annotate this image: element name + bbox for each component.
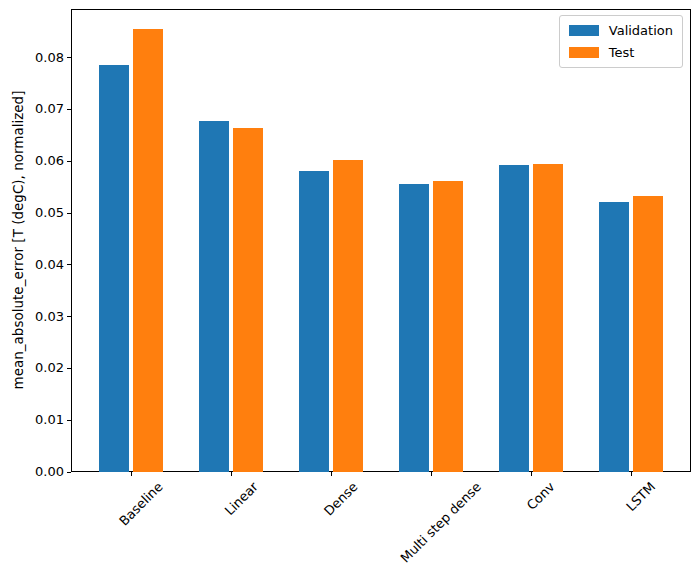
y-tick-label: 0.03 — [35, 309, 64, 325]
bar-validation-linear — [199, 121, 229, 472]
bar-validation-multi-step-dense — [399, 184, 429, 472]
y-tick-label: 0.00 — [35, 464, 64, 480]
x-tick-mark — [631, 472, 632, 476]
y-tick-label: 0.04 — [35, 257, 64, 273]
y-tick-label: 0.06 — [35, 153, 64, 169]
figure: mean_absolute_error [T (degC), normalize… — [0, 0, 700, 582]
bar-test-conv — [533, 164, 563, 472]
x-tick-label-linear: Linear — [222, 479, 261, 518]
bar-validation-lstm — [599, 202, 629, 472]
bar-test-baseline — [133, 29, 163, 472]
x-tick-label-multi-step-dense: Multi step dense — [398, 479, 485, 566]
x-tick-mark — [131, 472, 132, 476]
legend: Validation Test — [559, 15, 683, 68]
y-tick-mark — [67, 264, 71, 265]
y-tick-label: 0.07 — [35, 101, 64, 117]
y-tick-label: 0.08 — [35, 50, 64, 66]
y-tick-label: 0.01 — [35, 412, 64, 428]
legend-item-validation: Validation — [569, 23, 673, 38]
legend-label: Test — [609, 45, 635, 60]
y-tick-mark — [67, 420, 71, 421]
bar-test-lstm — [633, 196, 663, 472]
x-tick-mark — [231, 472, 232, 476]
y-tick-label: 0.05 — [35, 205, 64, 221]
bar-validation-dense — [299, 171, 329, 472]
legend-swatch-validation — [569, 25, 599, 36]
y-tick-mark — [67, 472, 71, 473]
bar-validation-conv — [499, 165, 529, 472]
y-axis-label: mean_absolute_error [T (degC), normalize… — [10, 91, 26, 390]
bar-test-multi-step-dense — [433, 181, 463, 472]
y-tick-mark — [67, 213, 71, 214]
y-tick-label: 0.02 — [35, 360, 64, 376]
y-tick-mark — [67, 57, 71, 58]
x-tick-label-baseline: Baseline — [116, 479, 166, 529]
y-tick-mark — [67, 316, 71, 317]
x-tick-mark — [531, 472, 532, 476]
y-tick-mark — [67, 109, 71, 110]
x-tick-label-dense: Dense — [321, 479, 361, 519]
bar-test-linear — [233, 128, 263, 472]
y-tick-mark — [67, 161, 71, 162]
x-tick-mark — [331, 472, 332, 476]
bar-test-dense — [333, 160, 363, 472]
bar-validation-baseline — [99, 65, 129, 472]
y-tick-mark — [67, 368, 71, 369]
legend-item-test: Test — [569, 45, 673, 60]
x-tick-label-conv: Conv — [524, 479, 558, 513]
legend-label: Validation — [609, 23, 673, 38]
plot-area — [71, 9, 691, 472]
legend-swatch-test — [569, 47, 599, 58]
x-tick-mark — [431, 472, 432, 476]
x-tick-label-lstm: LSTM — [623, 479, 658, 514]
